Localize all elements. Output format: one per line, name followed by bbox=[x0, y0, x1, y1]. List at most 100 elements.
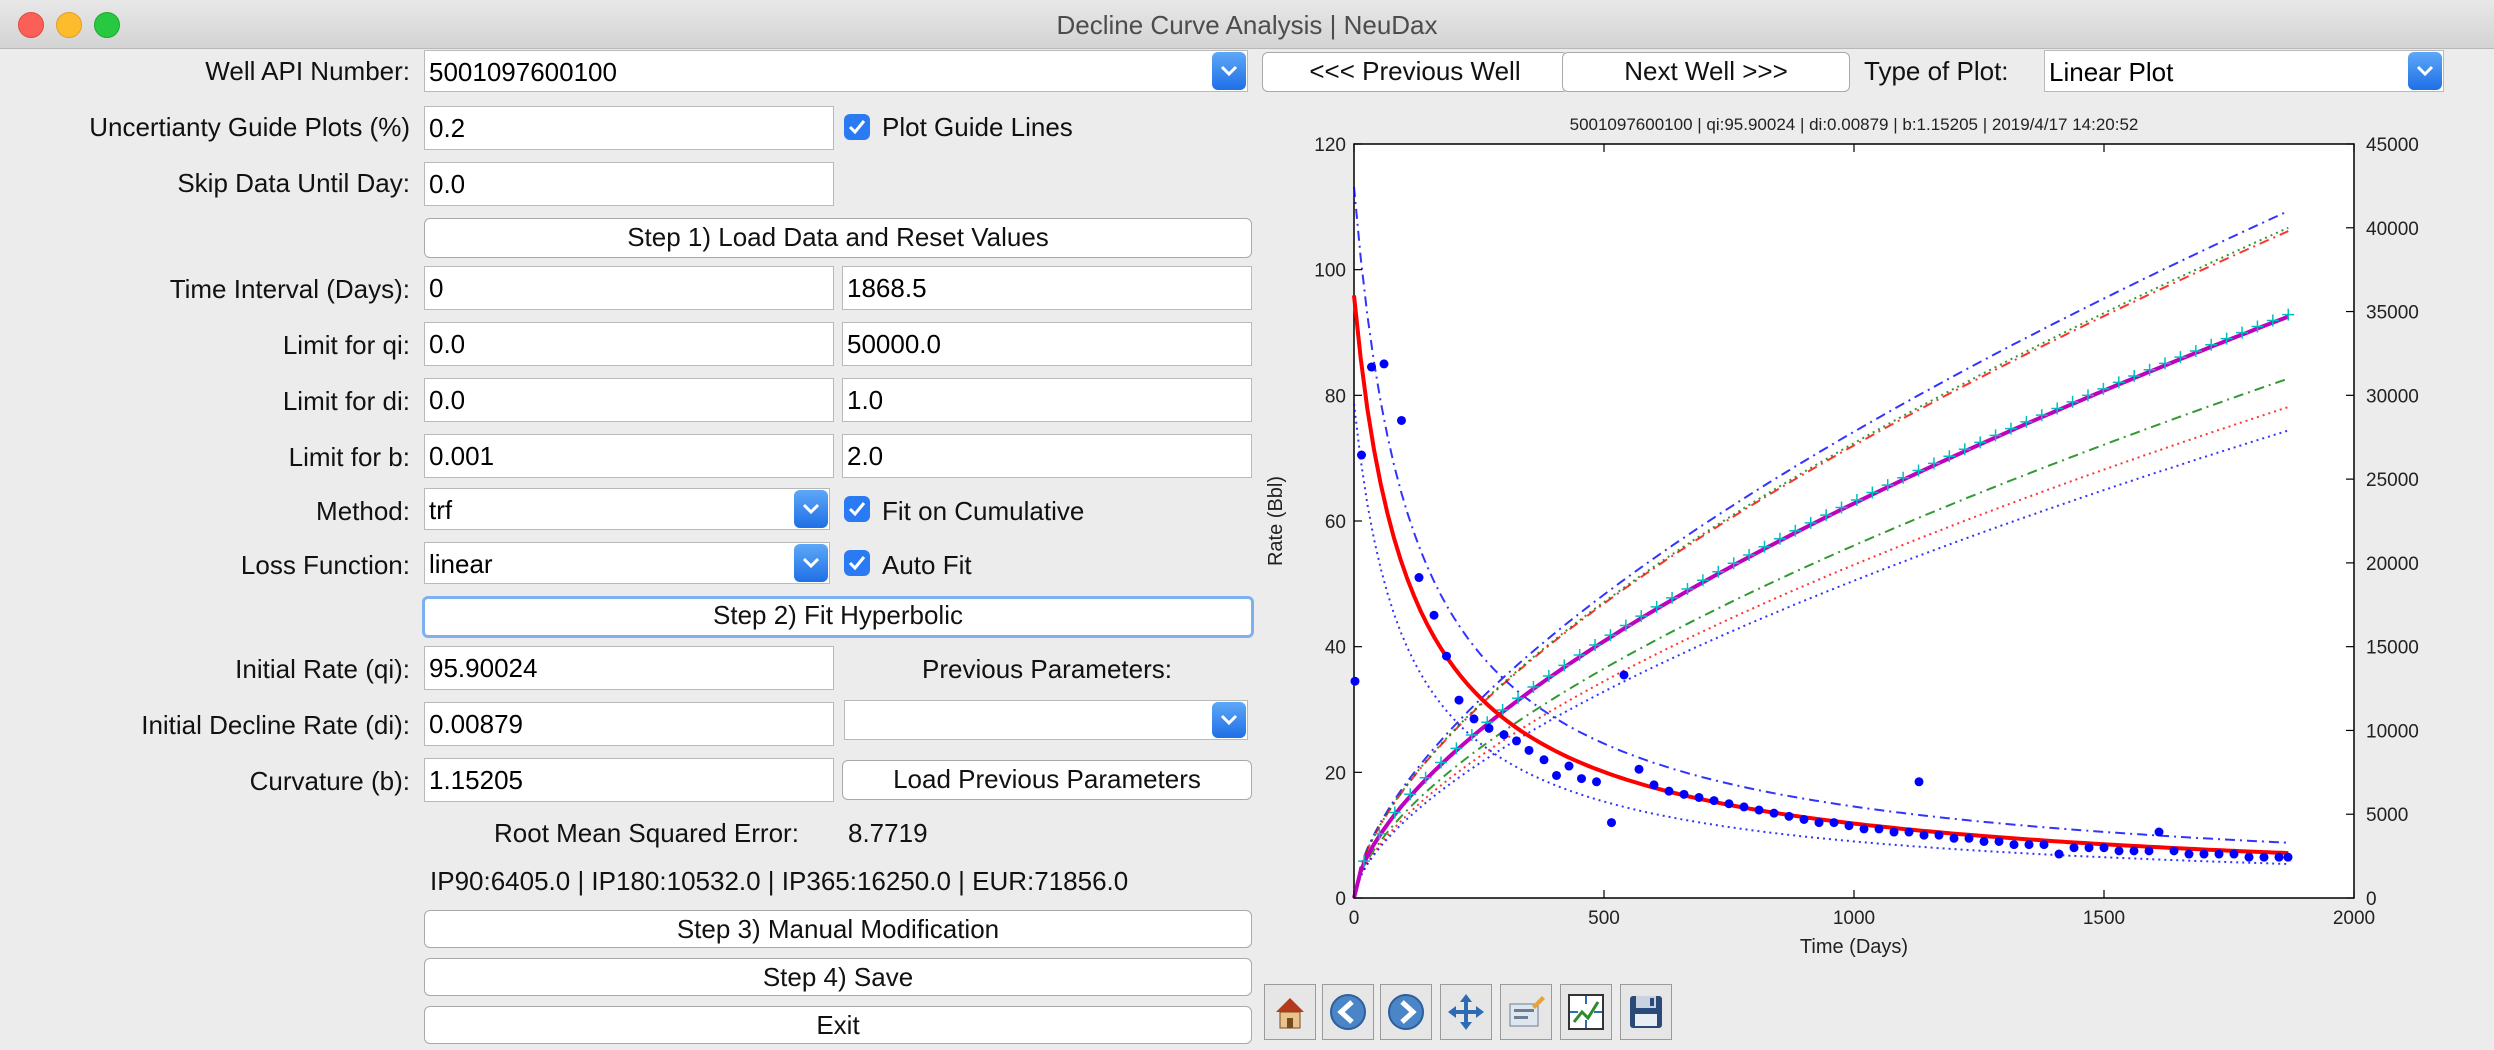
load-previous-parameters-button[interactable]: Load Previous Parameters bbox=[842, 760, 1252, 800]
toolbar-forward[interactable] bbox=[1380, 984, 1432, 1040]
previous-well-button[interactable]: <<< Previous Well bbox=[1262, 52, 1568, 92]
toolbar-pan[interactable] bbox=[1440, 984, 1492, 1040]
zoom-window-button[interactable] bbox=[94, 12, 120, 38]
cumulative-point bbox=[1527, 680, 1540, 693]
exit-button[interactable]: Exit bbox=[424, 1006, 1252, 1044]
manual-modification-button[interactable]: Step 3) Manual Modification bbox=[424, 910, 1252, 948]
method-label: Method: bbox=[316, 496, 410, 526]
well-api-value: 5001097600100 bbox=[429, 57, 617, 87]
toolbar-save[interactable] bbox=[1620, 984, 1672, 1040]
guide-line-cum-upper bbox=[1353, 210, 2289, 899]
rate-point bbox=[1607, 818, 1616, 828]
y-tick-label: 80 bbox=[1325, 386, 1346, 407]
previous-parameters-label: Previous Parameters: bbox=[922, 654, 1172, 684]
initial-decline-input[interactable]: 0.00879 bbox=[424, 702, 834, 746]
chevron-down-icon[interactable] bbox=[2408, 52, 2442, 90]
well-api-select[interactable]: 5001097600100 bbox=[424, 50, 1248, 92]
toolbar-zoom[interactable] bbox=[1560, 984, 1612, 1040]
toolbar-back[interactable] bbox=[1322, 984, 1374, 1040]
rate-point bbox=[2069, 843, 2079, 853]
next-well-button[interactable]: Next Well >>> bbox=[1562, 52, 1850, 92]
chevron-down-icon[interactable] bbox=[794, 544, 828, 582]
initial-decline-label: Initial Decline Rate (di): bbox=[141, 710, 410, 740]
x-tick-label: 1500 bbox=[2083, 908, 2125, 929]
loss-function-value: linear bbox=[429, 549, 493, 579]
method-value: trf bbox=[429, 495, 453, 525]
fit-cumulative-checkbox[interactable] bbox=[844, 496, 870, 522]
pan-icon bbox=[1448, 994, 1484, 1030]
cumulative-point bbox=[1820, 509, 1833, 522]
plot-type-select[interactable]: Linear Plot bbox=[2044, 50, 2444, 92]
limit-b-max-input[interactable]: 2.0 bbox=[842, 434, 1252, 478]
rate-point bbox=[1469, 714, 1479, 724]
cumulative-point bbox=[2020, 415, 2033, 428]
guide-line-cum-lower3 bbox=[1353, 429, 2289, 899]
y2-tick-label: 20000 bbox=[2366, 554, 2419, 575]
rate-point bbox=[1889, 827, 1899, 837]
y2-tick-label: 40000 bbox=[2366, 219, 2419, 240]
rate-point bbox=[1429, 610, 1439, 620]
rate-point bbox=[1679, 789, 1689, 799]
limit-di-label: Limit for di: bbox=[282, 386, 410, 416]
curvature-input[interactable]: 1.15205 bbox=[424, 758, 834, 802]
cumulative-point bbox=[1696, 574, 1709, 587]
rate-point bbox=[1709, 796, 1719, 806]
rate-point bbox=[1904, 827, 1914, 837]
limit-di-max-input[interactable]: 1.0 bbox=[842, 378, 1252, 422]
method-select[interactable]: trf bbox=[424, 488, 830, 530]
rate-point bbox=[1844, 821, 1854, 831]
rate-point bbox=[1619, 670, 1629, 680]
guide-line-cum-upper3 bbox=[1353, 226, 2289, 899]
y2-tick-label: 30000 bbox=[2366, 386, 2419, 407]
close-window-button[interactable] bbox=[18, 12, 44, 38]
rate-point bbox=[1964, 833, 1974, 843]
rate-point bbox=[2129, 846, 2139, 856]
chevron-down-icon[interactable] bbox=[1212, 52, 1246, 90]
forward-icon bbox=[1388, 994, 1424, 1030]
limit-qi-min-input[interactable]: 0.0 bbox=[424, 322, 834, 366]
plot-guide-lines-checkbox[interactable] bbox=[844, 114, 870, 140]
skip-data-input[interactable]: 0.0 bbox=[424, 162, 834, 206]
time-interval-max-input[interactable]: 1868.5 bbox=[842, 266, 1252, 310]
chevron-down-icon[interactable] bbox=[794, 490, 828, 528]
rate-point bbox=[1739, 802, 1749, 812]
limit-b-min-input[interactable]: 0.001 bbox=[424, 434, 834, 478]
initial-rate-input[interactable]: 95.90024 bbox=[424, 646, 834, 690]
cumulative-point bbox=[1958, 443, 1971, 456]
limit-qi-max-input[interactable]: 50000.0 bbox=[842, 322, 1252, 366]
minimize-window-button[interactable] bbox=[56, 12, 82, 38]
rate-point bbox=[2054, 849, 2064, 859]
auto-fit-checkbox[interactable] bbox=[844, 550, 870, 576]
y-tick-label: 40 bbox=[1325, 638, 1346, 659]
limit-di-min-input[interactable]: 0.0 bbox=[424, 378, 834, 422]
rmse-value: 8.7719 bbox=[848, 818, 928, 848]
rate-point bbox=[1442, 651, 1451, 661]
y2-tick-label: 35000 bbox=[2366, 303, 2419, 324]
cumulative-point bbox=[2266, 314, 2279, 327]
rate-point bbox=[1379, 359, 1389, 369]
cumulative-point bbox=[2282, 308, 2295, 321]
chevron-down-icon[interactable] bbox=[1212, 702, 1246, 738]
save-button[interactable]: Step 4) Save bbox=[424, 958, 1252, 996]
loss-function-select[interactable]: linear bbox=[424, 542, 830, 584]
y2-tick-label: 15000 bbox=[2366, 638, 2419, 659]
rate-point bbox=[2199, 849, 2209, 859]
plot-guide-lines-label: Plot Guide Lines bbox=[882, 112, 1073, 142]
cumulative-point bbox=[1619, 619, 1632, 632]
uncertainty-input[interactable]: 0.2 bbox=[424, 106, 834, 150]
cumulative-point bbox=[1850, 493, 1863, 506]
toolbar-configure[interactable] bbox=[1500, 984, 1552, 1040]
rate-point bbox=[2154, 827, 2164, 837]
time-interval-min-input[interactable]: 0 bbox=[424, 266, 834, 310]
auto-fit-label: Auto Fit bbox=[882, 550, 972, 580]
toolbar-home[interactable] bbox=[1264, 984, 1316, 1040]
cumulative-point bbox=[1512, 692, 1525, 705]
previous-parameters-select[interactable] bbox=[844, 700, 1248, 740]
load-data-button[interactable]: Step 1) Load Data and Reset Values bbox=[424, 218, 1252, 258]
rate-point bbox=[1914, 777, 1924, 787]
fit-hyperbolic-button[interactable]: Step 2) Fit Hyperbolic bbox=[422, 596, 1254, 638]
x-tick-label: 500 bbox=[1588, 908, 1620, 929]
rate-point bbox=[1524, 745, 1534, 755]
rate-point bbox=[1934, 830, 1944, 840]
y-axis-label: Rate (Bbl) bbox=[1265, 476, 1287, 566]
